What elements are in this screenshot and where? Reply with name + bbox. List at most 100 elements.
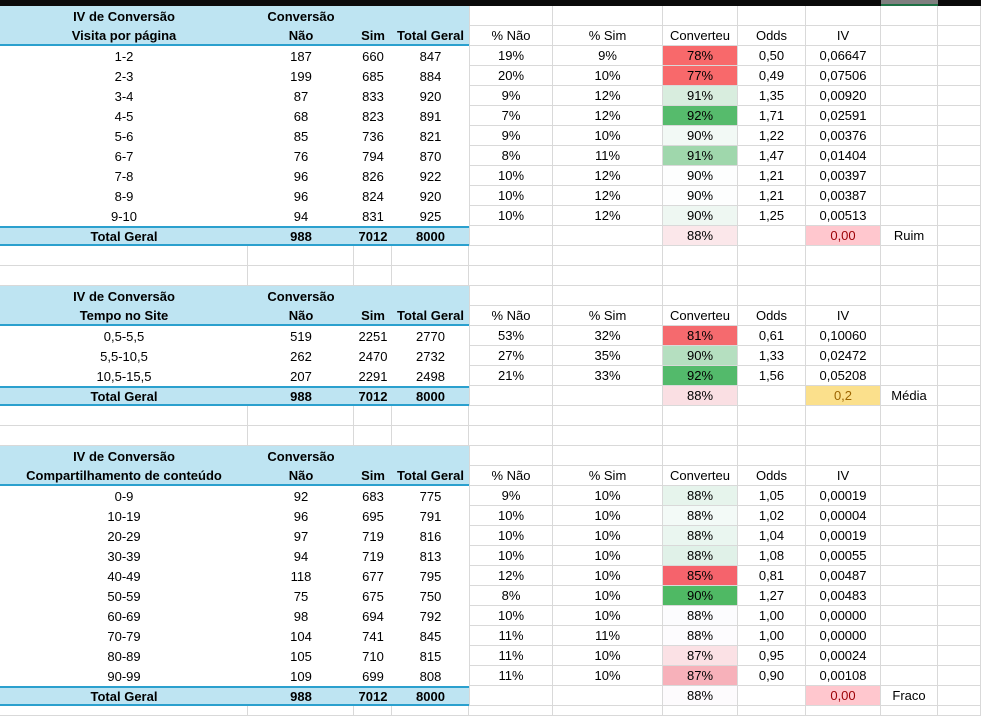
- iv-cell[interactable]: 0,00000: [806, 606, 881, 626]
- empty-cell[interactable]: [469, 426, 553, 446]
- pct-sim-cell[interactable]: 10%: [553, 606, 663, 626]
- empty-cell[interactable]: [553, 386, 663, 406]
- row-label-cell[interactable]: 90-99: [0, 666, 248, 686]
- empty-cell[interactable]: [938, 586, 981, 606]
- row-label-cell[interactable]: 4-5: [0, 106, 248, 126]
- converteu-cell[interactable]: 90%: [663, 186, 738, 206]
- count-nao-cell[interactable]: 187: [248, 46, 354, 66]
- total-nao-cell[interactable]: 988: [248, 386, 354, 406]
- empty-cell[interactable]: [663, 246, 738, 266]
- empty-cell[interactable]: [738, 6, 806, 26]
- row-label-cell[interactable]: 9-10: [0, 206, 248, 226]
- empty-cell[interactable]: [881, 26, 938, 46]
- pct-sim-cell[interactable]: 10%: [553, 526, 663, 546]
- odds-cell[interactable]: 0,90: [738, 666, 806, 686]
- count-nao-cell[interactable]: 96: [248, 506, 354, 526]
- empty-cell[interactable]: [553, 6, 663, 26]
- odds-cell[interactable]: 1,00: [738, 626, 806, 646]
- odds-cell[interactable]: 1,00: [738, 606, 806, 626]
- empty-cell[interactable]: [469, 706, 553, 716]
- pct-nao-cell[interactable]: 20%: [469, 66, 553, 86]
- pct-nao-cell[interactable]: 21%: [469, 366, 553, 386]
- odds-cell[interactable]: 1,47: [738, 146, 806, 166]
- count-sim-cell[interactable]: 2291: [354, 366, 392, 386]
- pct-nao-cell[interactable]: 11%: [469, 646, 553, 666]
- row-label-cell[interactable]: 0-9: [0, 486, 248, 506]
- empty-cell[interactable]: [938, 506, 981, 526]
- empty-cell[interactable]: [806, 406, 881, 426]
- count-nao-cell[interactable]: 118: [248, 566, 354, 586]
- pct-nao-cell[interactable]: 27%: [469, 346, 553, 366]
- empty-cell[interactable]: [738, 246, 806, 266]
- empty-cell[interactable]: [881, 666, 938, 686]
- row-label-cell[interactable]: 20-29: [0, 526, 248, 546]
- empty-cell[interactable]: [881, 266, 938, 286]
- iv-cell[interactable]: 0,07506: [806, 66, 881, 86]
- empty-cell[interactable]: [553, 226, 663, 246]
- empty-cell[interactable]: [938, 286, 981, 306]
- converteu-cell[interactable]: 88%: [663, 546, 738, 566]
- row-label-cell[interactable]: 0,5-5,5: [0, 326, 248, 346]
- empty-cell[interactable]: [881, 126, 938, 146]
- pct-sim-cell[interactable]: 32%: [553, 326, 663, 346]
- empty-cell[interactable]: [354, 706, 392, 716]
- empty-cell[interactable]: [881, 146, 938, 166]
- odds-cell[interactable]: 0,95: [738, 646, 806, 666]
- count-nao-cell[interactable]: 104: [248, 626, 354, 646]
- converteu-cell[interactable]: 85%: [663, 566, 738, 586]
- empty-cell[interactable]: [248, 266, 354, 286]
- odds-cell[interactable]: 1,21: [738, 166, 806, 186]
- pct-nao-cell[interactable]: 12%: [469, 566, 553, 586]
- odds-cell[interactable]: 1,21: [738, 186, 806, 206]
- empty-cell[interactable]: [248, 426, 354, 446]
- empty-cell[interactable]: [738, 266, 806, 286]
- pct-sim-cell[interactable]: 12%: [553, 106, 663, 126]
- converteu-cell[interactable]: 90%: [663, 206, 738, 226]
- empty-cell[interactable]: [881, 426, 938, 446]
- count-total-cell[interactable]: 2498: [392, 366, 469, 386]
- count-total-cell[interactable]: 816: [392, 526, 469, 546]
- iv-cell[interactable]: 0,10060: [806, 326, 881, 346]
- count-total-cell[interactable]: 884: [392, 66, 469, 86]
- empty-cell[interactable]: [553, 406, 663, 426]
- total-label-cell[interactable]: Total Geral: [0, 686, 248, 706]
- count-sim-cell[interactable]: 826: [354, 166, 392, 186]
- count-sim-cell[interactable]: 660: [354, 46, 392, 66]
- count-nao-cell[interactable]: 96: [248, 186, 354, 206]
- converteu-cell[interactable]: 90%: [663, 126, 738, 146]
- empty-cell[interactable]: [881, 586, 938, 606]
- odds-cell[interactable]: 1,02: [738, 506, 806, 526]
- empty-cell[interactable]: [938, 526, 981, 546]
- empty-cell[interactable]: [881, 546, 938, 566]
- empty-cell[interactable]: [553, 286, 663, 306]
- count-total-cell[interactable]: 925: [392, 206, 469, 226]
- pct-nao-cell[interactable]: 53%: [469, 326, 553, 346]
- converteu-cell[interactable]: 88%: [663, 486, 738, 506]
- empty-cell[interactable]: [0, 426, 248, 446]
- odds-cell[interactable]: 1,04: [738, 526, 806, 546]
- converteu-cell[interactable]: 91%: [663, 86, 738, 106]
- count-sim-cell[interactable]: 683: [354, 486, 392, 506]
- pct-sim-cell[interactable]: 11%: [553, 626, 663, 646]
- iv-cell[interactable]: 0,00487: [806, 566, 881, 586]
- empty-cell[interactable]: [248, 706, 354, 716]
- count-total-cell[interactable]: 845: [392, 626, 469, 646]
- converteu-cell[interactable]: 90%: [663, 346, 738, 366]
- empty-cell[interactable]: [553, 426, 663, 446]
- rating-cell[interactable]: Média: [881, 386, 938, 406]
- pct-sim-cell[interactable]: 9%: [553, 46, 663, 66]
- count-nao-cell[interactable]: 96: [248, 166, 354, 186]
- empty-cell[interactable]: [354, 266, 392, 286]
- empty-cell[interactable]: [469, 246, 553, 266]
- empty-cell[interactable]: [881, 526, 938, 546]
- empty-cell[interactable]: [938, 66, 981, 86]
- pct-sim-cell[interactable]: 12%: [553, 206, 663, 226]
- iv-cell[interactable]: 0,00387: [806, 186, 881, 206]
- empty-cell[interactable]: [881, 346, 938, 366]
- iv-cell[interactable]: 0,00024: [806, 646, 881, 666]
- total-sim-cell[interactable]: 7012: [354, 386, 392, 406]
- iv-cell[interactable]: 0,00920: [806, 86, 881, 106]
- empty-cell[interactable]: [938, 626, 981, 646]
- total-converteu-cell[interactable]: 88%: [663, 226, 738, 246]
- count-total-cell[interactable]: 795: [392, 566, 469, 586]
